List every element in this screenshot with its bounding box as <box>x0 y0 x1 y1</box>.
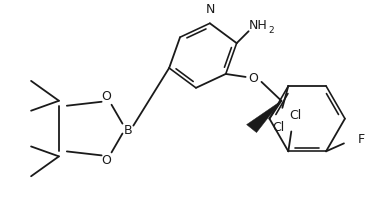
Polygon shape <box>247 101 281 133</box>
Text: O: O <box>102 90 111 103</box>
Text: F: F <box>358 133 365 146</box>
Text: O: O <box>249 72 258 85</box>
Text: NH: NH <box>249 19 268 32</box>
Text: Cl: Cl <box>289 108 301 122</box>
Text: 2: 2 <box>269 26 274 35</box>
Text: O: O <box>102 154 111 167</box>
Text: N: N <box>206 3 216 16</box>
Text: Cl: Cl <box>272 121 285 134</box>
Text: B: B <box>124 124 133 137</box>
